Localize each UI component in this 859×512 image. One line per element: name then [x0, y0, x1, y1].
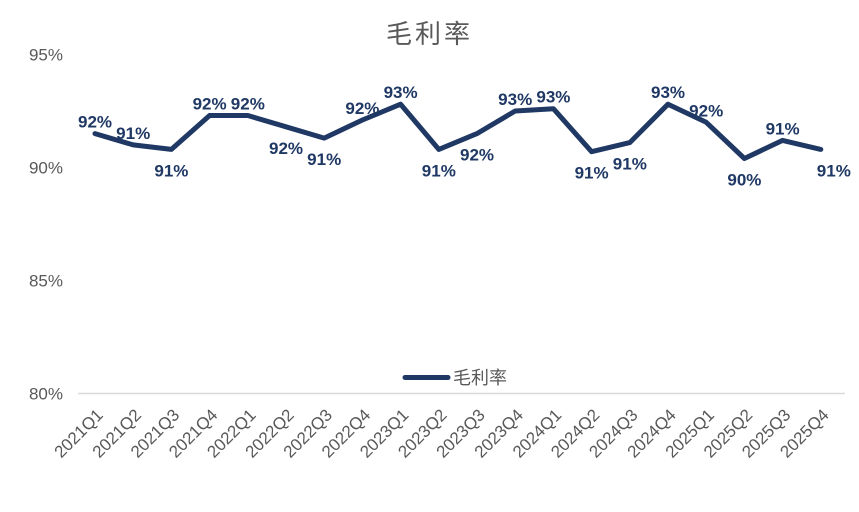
y-tick-label: 80% — [29, 385, 63, 404]
data-label: 92% — [689, 101, 723, 120]
chart-title: 毛利率 — [385, 19, 473, 49]
data-label: 92% — [231, 95, 265, 114]
data-label: 91% — [613, 155, 647, 174]
legend-label: 毛利率 — [453, 368, 507, 388]
y-tick-label: 95% — [29, 46, 63, 65]
y-tick-label: 85% — [29, 272, 63, 291]
data-label: 92% — [269, 139, 303, 158]
series-line — [92, 101, 824, 161]
y-tick-label: 90% — [29, 159, 63, 178]
data-label: 91% — [575, 164, 609, 183]
data-label: 91% — [817, 161, 851, 180]
data-label: 90% — [727, 170, 761, 189]
data-label: 91% — [422, 161, 456, 180]
data-label: 92% — [193, 95, 227, 114]
data-label: 93% — [498, 90, 532, 109]
data-label: 91% — [116, 124, 150, 143]
data-label: 93% — [651, 83, 685, 102]
data-label: 91% — [154, 161, 188, 180]
data-label: 92% — [460, 146, 494, 165]
data-label: 92% — [345, 99, 379, 118]
data-label: 91% — [307, 150, 341, 169]
data-label: 91% — [766, 119, 800, 138]
data-label: 92% — [78, 113, 112, 132]
data-label: 93% — [384, 83, 418, 102]
data-label: 93% — [536, 88, 570, 107]
